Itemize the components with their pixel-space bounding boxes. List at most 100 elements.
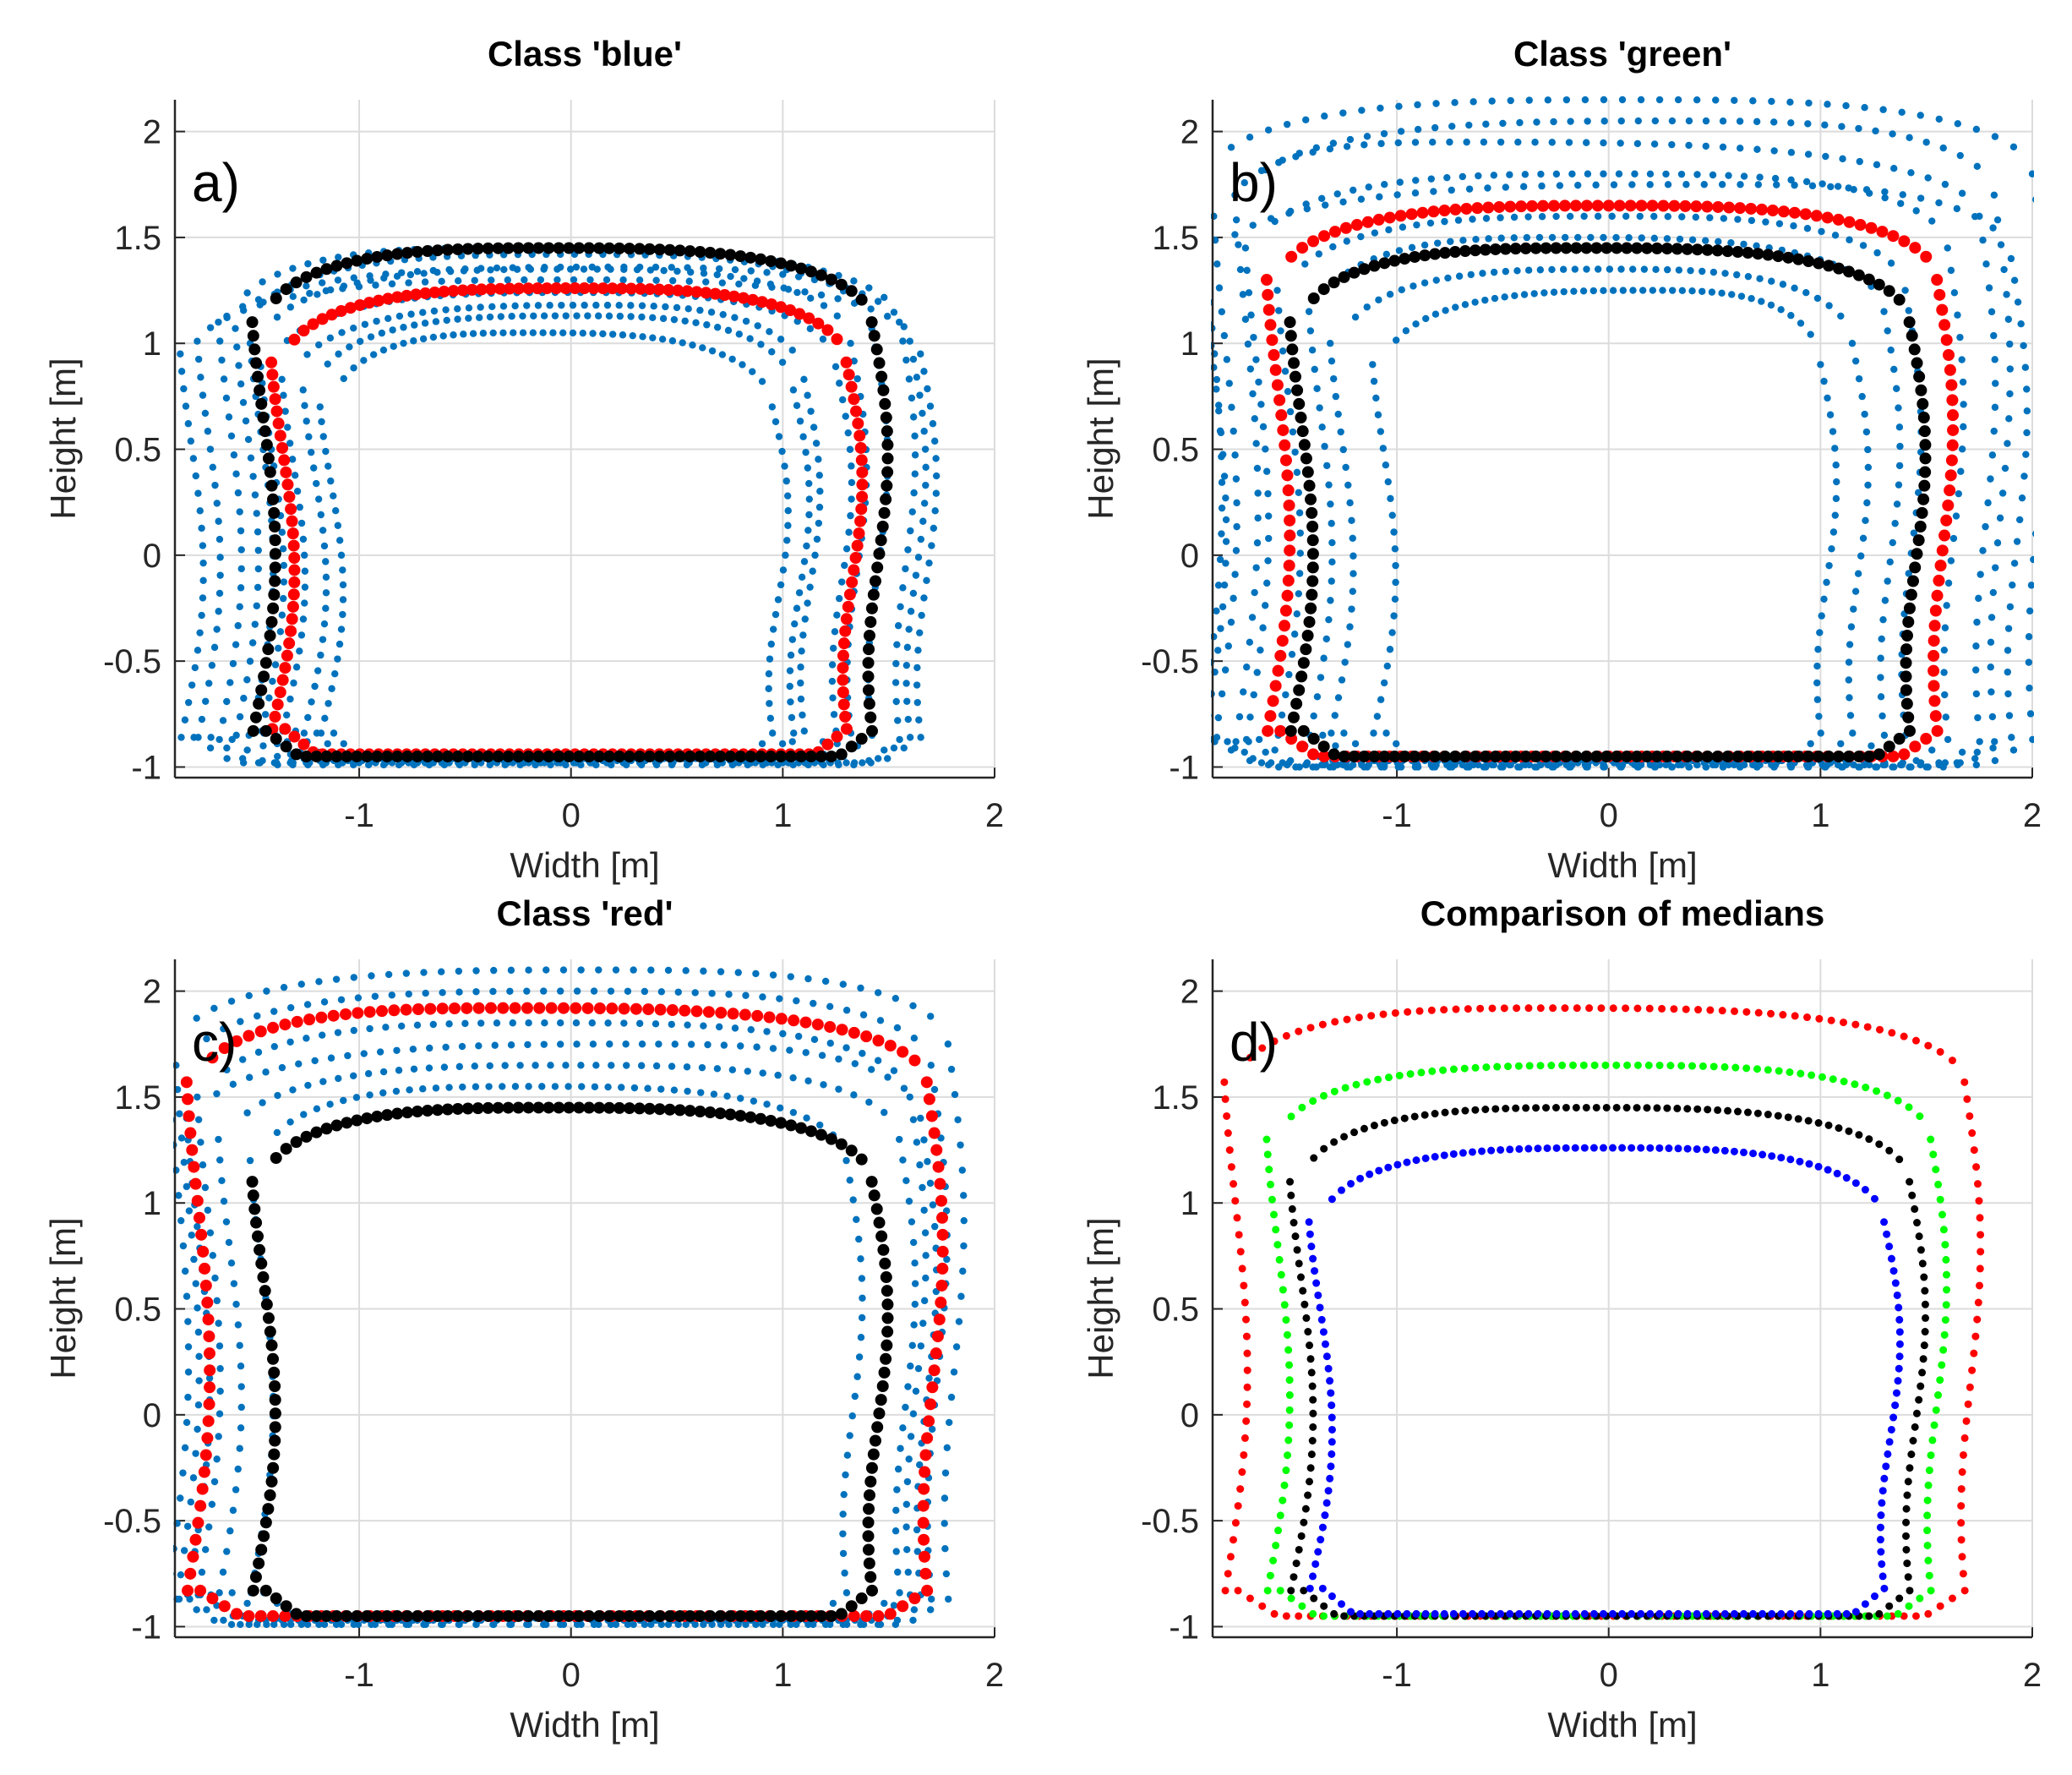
data-point	[1271, 379, 1284, 391]
data-point	[1572, 1103, 1580, 1111]
data-point	[1973, 748, 1982, 756]
data-point	[472, 988, 480, 996]
data-point	[1935, 199, 1943, 207]
data-point	[1911, 548, 1923, 560]
data-point	[1846, 236, 1853, 243]
data-point	[472, 1102, 484, 1115]
data-point	[690, 286, 703, 298]
data-point	[1971, 755, 1979, 762]
data-point	[1649, 287, 1657, 294]
data-point	[300, 1609, 313, 1622]
data-point	[1287, 711, 1300, 724]
data-point	[1942, 499, 1955, 511]
data-point	[1919, 1355, 1928, 1363]
y-tick-label: 1	[143, 325, 161, 363]
data-point	[766, 700, 773, 707]
data-point	[1221, 1587, 1230, 1595]
data-point	[1465, 763, 1473, 771]
data-point	[339, 610, 346, 619]
data-point	[1314, 1548, 1322, 1556]
data-point	[848, 478, 856, 487]
data-point	[1329, 374, 1338, 383]
y-axis-label: Height [m]	[43, 358, 83, 519]
data-point	[1427, 1006, 1436, 1014]
data-point	[1261, 602, 1269, 609]
data-point	[642, 1003, 655, 1016]
data-point	[1923, 1511, 1932, 1520]
data-point	[1405, 208, 1418, 221]
data-point	[420, 270, 428, 277]
data-point	[1262, 166, 1269, 174]
data-point	[1358, 106, 1366, 114]
data-point	[276, 628, 285, 636]
data-point	[199, 594, 207, 602]
data-point	[1970, 1349, 1978, 1357]
data-point	[252, 370, 264, 383]
data-point	[1975, 594, 1982, 603]
data-point	[813, 535, 821, 543]
data-point	[1382, 462, 1390, 469]
data-point	[583, 750, 596, 762]
data-point	[351, 1114, 363, 1127]
data-point	[1928, 746, 1936, 754]
data-point	[263, 987, 270, 995]
data-point	[960, 1242, 968, 1250]
data-point	[864, 711, 877, 724]
data-point	[290, 276, 303, 289]
data-point	[1360, 1124, 1368, 1133]
data-point	[865, 1584, 878, 1597]
data-point	[926, 402, 935, 410]
data-point	[1411, 139, 1420, 146]
data-point	[492, 242, 504, 254]
data-point	[1279, 759, 1286, 767]
data-point	[1692, 213, 1700, 221]
data-point	[376, 1048, 384, 1056]
data-point	[252, 1230, 264, 1242]
data-point	[253, 1557, 265, 1570]
data-point	[1977, 571, 1984, 578]
data-point	[461, 750, 474, 762]
data-point	[778, 740, 787, 748]
data-point	[187, 437, 195, 445]
data-point	[1328, 226, 1341, 238]
data-point	[2044, 325, 2051, 331]
data-point	[352, 1094, 361, 1101]
data-point	[1304, 1328, 1312, 1336]
data-point	[908, 1218, 916, 1226]
data-point	[1939, 763, 1947, 771]
data-point	[1942, 1301, 1950, 1309]
data-point	[187, 1498, 194, 1506]
data-point	[177, 1216, 185, 1225]
data-point	[270, 405, 283, 418]
data-point	[1339, 198, 1347, 206]
data-point	[853, 527, 865, 540]
data-point	[1222, 560, 1230, 567]
data-point	[215, 318, 222, 326]
data-point	[1898, 108, 1906, 116]
data-point	[1391, 1008, 1399, 1017]
data-point	[410, 288, 423, 301]
data-point	[1813, 696, 1822, 703]
data-point	[1923, 1541, 1932, 1549]
data-point	[1328, 577, 1335, 585]
data-point	[916, 1161, 924, 1169]
data-point	[1873, 748, 1885, 761]
data-point	[1384, 1073, 1393, 1082]
data-point	[287, 539, 300, 552]
data-point	[947, 1393, 956, 1401]
data-point	[367, 276, 374, 284]
data-point	[175, 1595, 183, 1603]
data-point	[1843, 216, 1856, 228]
data-point	[593, 1101, 606, 1114]
data-point	[558, 301, 565, 309]
data-point	[592, 301, 600, 309]
data-point	[1283, 560, 1295, 572]
data-point	[466, 283, 478, 296]
data-point	[1610, 181, 1618, 188]
data-point	[1917, 112, 1924, 119]
data-point	[1714, 1106, 1722, 1114]
data-point	[606, 1002, 619, 1015]
data-point	[772, 418, 780, 426]
data-point	[1306, 506, 1318, 519]
data-point	[1317, 283, 1330, 296]
